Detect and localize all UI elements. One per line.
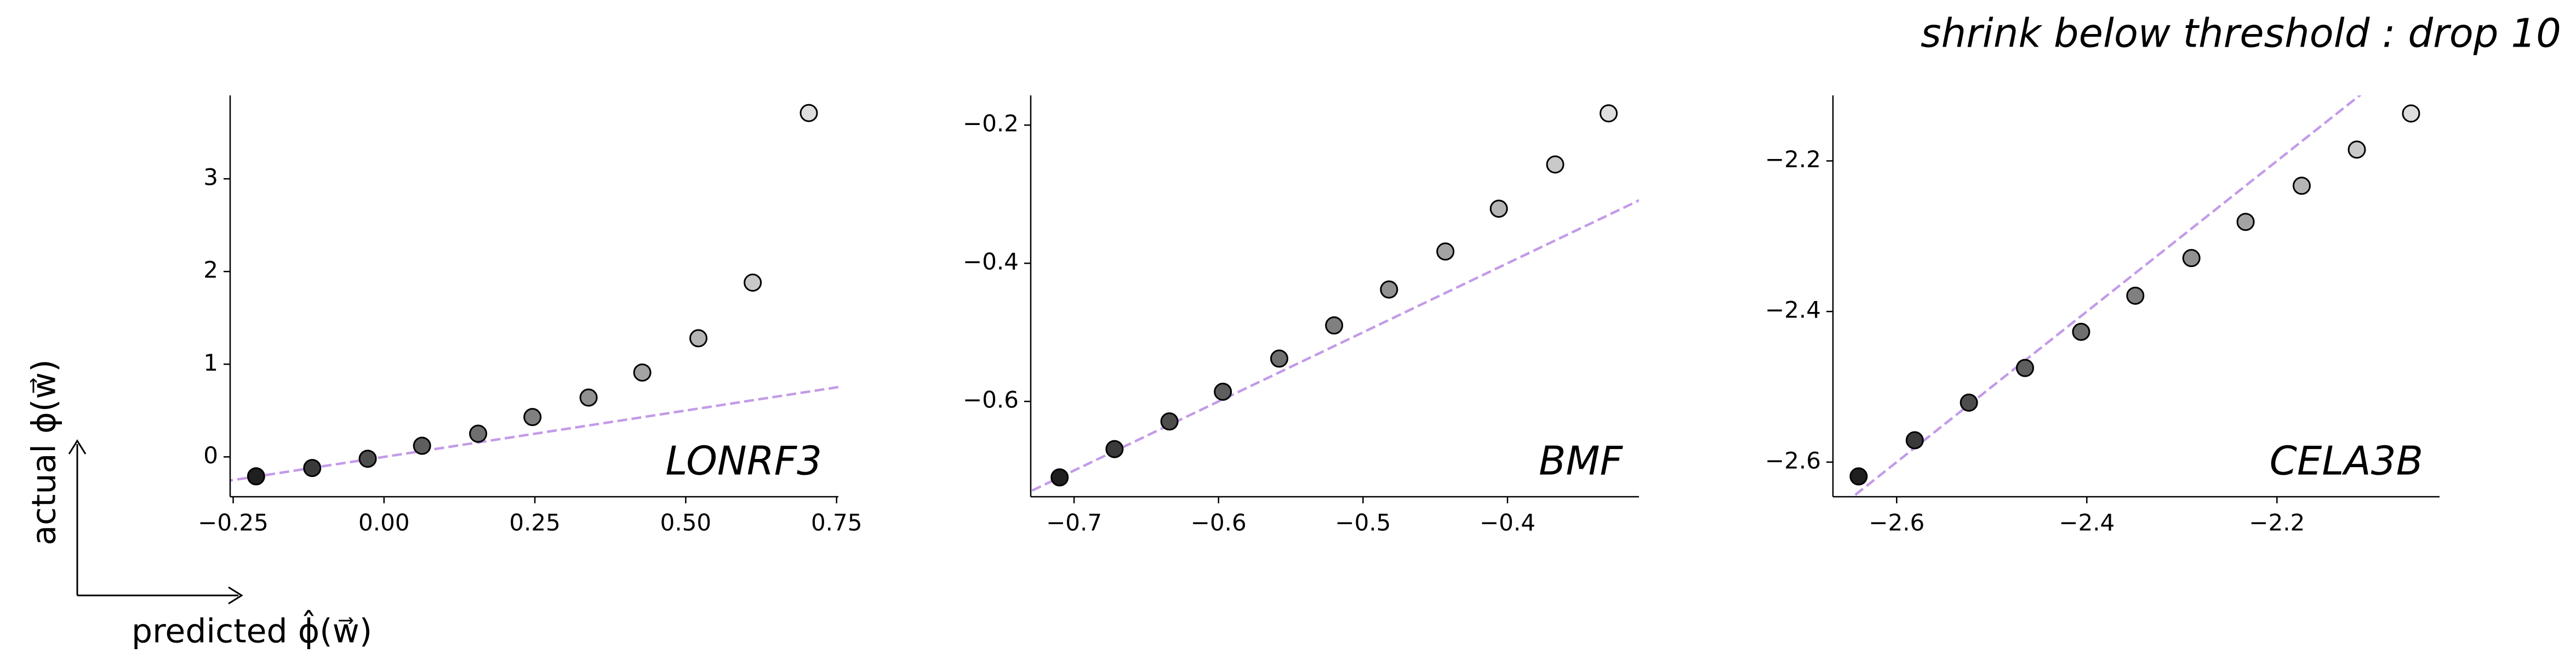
point (2072, 322, 2090, 341)
y-tick-label: 0 (203, 442, 218, 469)
x-axis-label: predicted ϕ̂(w⃗) (132, 610, 372, 651)
point (523, 408, 542, 427)
point (799, 104, 818, 122)
y-tick-label: −2.2 (1765, 146, 1821, 173)
point (1960, 393, 1978, 412)
panel-label: BMF (1539, 438, 1624, 484)
panel: −0.7 −0.6 −0.5 −0.4 −0.6 −0.4 −0.2 BMF (963, 95, 1639, 536)
point (1214, 382, 1232, 401)
point (2015, 359, 2034, 377)
point (1105, 440, 1124, 458)
y-tick-label: −0.4 (963, 248, 1019, 275)
reference-line (1850, 95, 2362, 497)
x-tick-label: −0.25 (198, 509, 269, 536)
point (1600, 104, 1618, 123)
y-arrow-head (68, 439, 87, 455)
x-tick-label: 0.00 (358, 509, 410, 536)
y-tick-label: 3 (203, 164, 218, 191)
x-tick-label: −2.2 (2249, 509, 2305, 536)
x-tick-label: −0.4 (1480, 509, 1535, 536)
y-tick-label: −2.4 (1765, 297, 1821, 323)
point (744, 273, 762, 292)
y-tick-label: −0.2 (963, 110, 1019, 137)
point (689, 329, 708, 348)
y-tick-label: −2.6 (1765, 447, 1821, 474)
panel: −0.25 0.00 0.25 0.50 0.75 0 1 2 3 LONRF3 (198, 95, 863, 536)
point (2292, 177, 2311, 195)
panel: −2.6 −2.4 −2.2 −2.6 −2.4 −2.2 CELA3B (1765, 95, 2440, 536)
x-tick-label: −0.7 (1046, 509, 1102, 536)
x-tick-label: −2.6 (1869, 509, 1924, 536)
point (1050, 468, 1069, 487)
figure-title: shrink below threshold : drop 10 (1921, 10, 2561, 56)
point (2182, 249, 2201, 268)
y-tick-label: 1 (203, 349, 218, 376)
y-tick-label: 2 (203, 257, 218, 283)
reference-line (230, 385, 838, 482)
point (469, 424, 488, 443)
point (1160, 412, 1179, 431)
panel-label: CELA3B (2270, 438, 2423, 484)
point (2126, 286, 2145, 305)
x-tick-label: −0.5 (1335, 509, 1391, 536)
point (303, 459, 322, 478)
reference-line (1031, 199, 1639, 493)
point (2236, 213, 2255, 231)
point (2347, 140, 2366, 159)
point (633, 363, 652, 382)
x-tick-label: 0.75 (811, 509, 863, 536)
point (1546, 155, 1564, 174)
point (579, 388, 598, 407)
point (247, 467, 265, 486)
x-arrow-head (228, 586, 243, 605)
point (2402, 104, 2420, 123)
point (1849, 467, 1868, 486)
point (1270, 349, 1288, 368)
point (1905, 431, 1924, 450)
point (413, 436, 431, 455)
point (358, 450, 377, 468)
point (1325, 316, 1344, 335)
panel-label: LONRF3 (665, 438, 822, 484)
x-tick-label: −0.6 (1191, 509, 1247, 536)
point (1489, 200, 1508, 218)
y-tick-label: −0.6 (963, 387, 1019, 413)
point (1436, 242, 1455, 261)
point (1380, 280, 1398, 299)
x-tick-label: −2.4 (2059, 509, 2115, 536)
x-tick-label: 0.25 (509, 509, 561, 536)
x-tick-label: 0.50 (660, 509, 712, 536)
y-axis-label: actual ϕ(w⃗) (25, 359, 64, 545)
